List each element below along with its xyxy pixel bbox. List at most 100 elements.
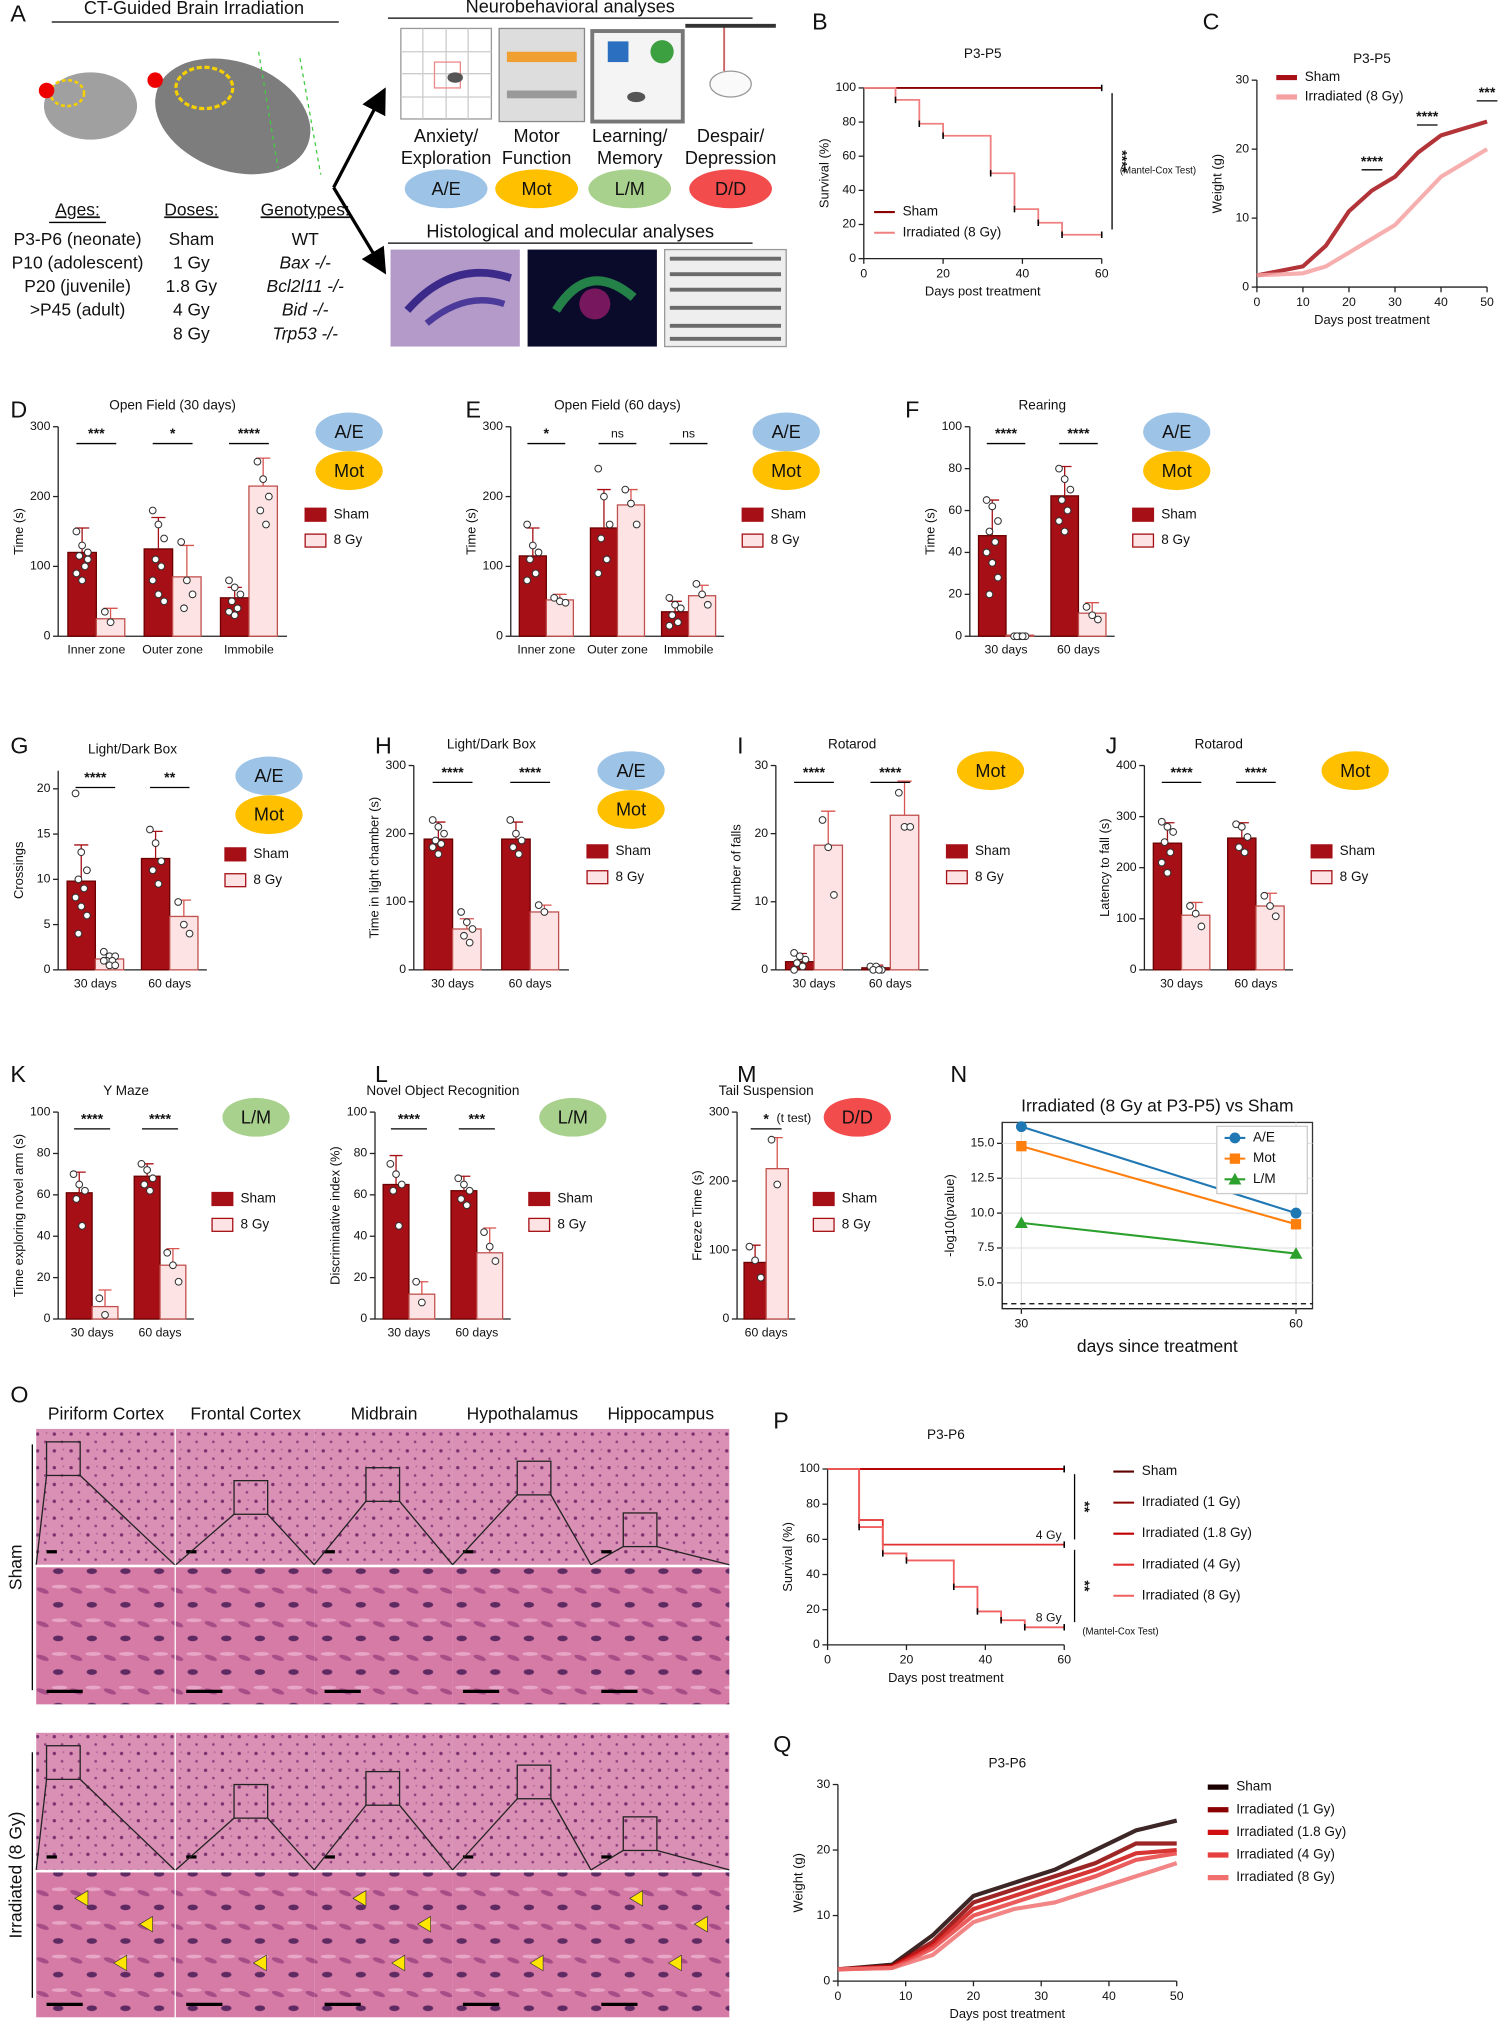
legend-label: 8 Gy (253, 872, 282, 887)
list-item: P10 (adolescent) (12, 253, 144, 273)
legend-label: Sham (1340, 843, 1375, 858)
data-point (491, 1257, 500, 1265)
significance: **** (442, 765, 465, 781)
x-tick-label: 20 (967, 1989, 981, 2003)
domain-label: Mot (522, 179, 552, 199)
lesion-arrow (693, 1915, 708, 1933)
data-point (72, 527, 81, 536)
list-title: Ages: (55, 199, 100, 219)
legend-label: L/M (1253, 1171, 1276, 1186)
data-point (468, 925, 477, 933)
bar (518, 555, 547, 637)
data-point (431, 836, 440, 845)
y-tick-label: 5.0 (977, 1275, 994, 1289)
chart-title: Tail Suspension (719, 1083, 814, 1098)
y-axis-label: Latency to fall (s) (1097, 818, 1112, 916)
y-tick-label: 80 (354, 1146, 368, 1160)
x-tick-label: 30 days (74, 976, 117, 990)
data-point (77, 902, 86, 911)
data-point (676, 604, 685, 613)
zoom-box (516, 1764, 552, 1800)
bar (1227, 837, 1257, 971)
data-point (756, 1273, 765, 1282)
legend-label: 8 Gy (557, 1216, 586, 1231)
histology-image (590, 1567, 730, 1705)
region-label: Hippocampus (607, 1403, 714, 1423)
y-tick-label: 0 (722, 1311, 729, 1325)
domain-badge (588, 169, 672, 209)
x-tick-label: 30 days (985, 643, 1028, 657)
data-point (982, 496, 991, 504)
data-point (692, 579, 701, 588)
significance: **** (1416, 109, 1439, 125)
significance: * (544, 426, 550, 442)
zoom-line (313, 1500, 367, 1566)
bar (813, 844, 844, 971)
x-tick-label: Inner zone (67, 643, 125, 657)
domain-label: Mot (975, 761, 1005, 781)
data-point (875, 965, 883, 974)
significance: ** (164, 770, 176, 786)
histology-image (452, 1428, 591, 1565)
legend-swatch (211, 1191, 234, 1207)
legend-swatch (1310, 870, 1333, 885)
y-tick-label: 0 (1130, 962, 1137, 976)
domain-badge (1321, 751, 1389, 791)
y-tick-label: 20 (817, 1842, 831, 1856)
zoom-line (79, 1778, 176, 1871)
step-connector (863, 87, 1102, 236)
chart-title: Y Maze (103, 1083, 149, 1098)
data-point (69, 1170, 78, 1179)
legend-label: Irradiated (8 Gy) (1142, 1587, 1241, 1602)
domain-name: Function (502, 148, 571, 168)
x-axis-label: days since treatment (1077, 1336, 1238, 1356)
y-tick-label: 300 (1116, 809, 1137, 823)
note: (Mantel-Cox Test) (1082, 1627, 1158, 1638)
y-tick-label: 200 (483, 489, 504, 503)
significance: **** (995, 426, 1018, 442)
legend-label: Sham (616, 843, 651, 858)
data-point (78, 576, 86, 585)
zoom-line (590, 1849, 624, 1871)
zoom-line (267, 1817, 315, 1871)
data-point (77, 848, 86, 857)
data-point (157, 562, 166, 571)
bar (1050, 495, 1080, 637)
data-point (99, 947, 108, 956)
significance: **** (519, 765, 542, 781)
data-point (259, 475, 268, 483)
list-item: P20 (juvenile) (24, 276, 131, 296)
data-point (988, 559, 997, 567)
x-axis-label: Days post treatment (1314, 312, 1430, 327)
data-point (988, 502, 997, 511)
histology-image (36, 1872, 175, 2018)
bar (66, 880, 97, 971)
significance: ** (1076, 1501, 1092, 1513)
legend-swatch (528, 1217, 551, 1232)
y-tick-label: 100 (483, 559, 504, 573)
data-point (1237, 822, 1246, 831)
y-tick-label: 20 (37, 1270, 51, 1284)
significance: **** (1067, 426, 1090, 442)
marker (1290, 1219, 1302, 1230)
x-tick-label: 30 (1388, 295, 1402, 309)
list-title: Doses: (164, 199, 218, 219)
y-tick-label: 100 (386, 894, 407, 908)
y-tick-label: 7.5 (977, 1240, 994, 1254)
panel-letter: D (10, 396, 27, 422)
bar (219, 597, 250, 637)
bar (545, 599, 575, 637)
panel-letter: P (773, 1408, 789, 1434)
significance: **** (398, 1112, 421, 1128)
legend-label: Sham (241, 1191, 276, 1206)
y-tick-label: 200 (1116, 860, 1137, 874)
data-point (78, 541, 86, 550)
legend-label: Sham (1305, 69, 1340, 84)
series-line (1021, 1125, 1297, 1215)
x-tick-label: 30 days (71, 1325, 114, 1339)
data-point (174, 898, 183, 906)
legend-swatch (741, 533, 764, 548)
data-point (148, 576, 157, 585)
x-tick-label: 30 days (793, 976, 836, 990)
panel-letter: Q (773, 1731, 791, 1757)
